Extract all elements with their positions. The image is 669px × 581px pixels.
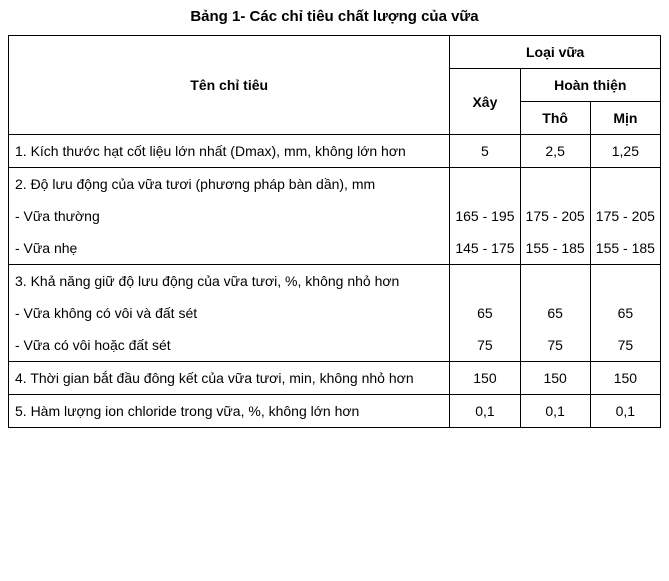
table-row: 3. Khả năng giữ độ lưu động của vữa tươi…	[9, 265, 661, 298]
row-val-tho	[520, 265, 590, 298]
row-val-min	[590, 168, 660, 201]
row-label: 4. Thời gian bắt đầu đông kết của vữa tư…	[9, 362, 450, 395]
row-val-tho: 75	[520, 329, 590, 362]
row-label: 3. Khả năng giữ độ lưu động của vữa tươi…	[9, 265, 450, 298]
table-title: Bảng 1- Các chỉ tiêu chất lượng của vữa	[8, 8, 661, 25]
row-val-tho: 150	[520, 362, 590, 395]
header-xay: Xây	[450, 69, 520, 135]
row-val-xay	[450, 168, 520, 201]
row-label: 1. Kích thước hạt cốt liệu lớn nhất (Dma…	[9, 135, 450, 168]
row-val-min: 75	[590, 329, 660, 362]
row-val-xay: 0,1	[450, 395, 520, 428]
row-label: - Vữa không có vôi và đất sét	[9, 297, 450, 329]
header-hoanthien: Hoàn thiện	[520, 69, 660, 102]
row-label: - Vữa thường	[9, 200, 450, 232]
row-val-xay: 5	[450, 135, 520, 168]
row-label: - Vữa nhẹ	[9, 232, 450, 265]
header-min: Mịn	[590, 102, 660, 135]
row-val-xay: 145 - 175	[450, 232, 520, 265]
quality-table: Tên chỉ tiêu Loại vữa Xây Hoàn thiện Thô…	[8, 35, 661, 428]
row-val-xay: 65	[450, 297, 520, 329]
header-tho: Thô	[520, 102, 590, 135]
table-row: - Vữa có vôi hoặc đất sét 75 75 75	[9, 329, 661, 362]
table-row: - Vữa không có vôi và đất sét 65 65 65	[9, 297, 661, 329]
row-val-min: 155 - 185	[590, 232, 660, 265]
table-row: - Vữa thường 165 - 195 175 - 205 175 - 2…	[9, 200, 661, 232]
row-val-xay: 75	[450, 329, 520, 362]
row-val-min: 65	[590, 297, 660, 329]
row-val-min: 1,25	[590, 135, 660, 168]
row-val-tho: 0,1	[520, 395, 590, 428]
row-val-tho: 2,5	[520, 135, 590, 168]
row-val-tho: 65	[520, 297, 590, 329]
row-val-min: 175 - 205	[590, 200, 660, 232]
table-row: 2. Độ lưu động của vữa tươi (phương pháp…	[9, 168, 661, 201]
row-val-xay: 165 - 195	[450, 200, 520, 232]
table-row: 1. Kích thước hạt cốt liệu lớn nhất (Dma…	[9, 135, 661, 168]
row-val-min: 0,1	[590, 395, 660, 428]
row-label: - Vữa có vôi hoặc đất sét	[9, 329, 450, 362]
row-val-xay: 150	[450, 362, 520, 395]
header-criteria: Tên chỉ tiêu	[9, 36, 450, 135]
row-label: 5. Hàm lượng ion chloride trong vữa, %, …	[9, 395, 450, 428]
row-val-min	[590, 265, 660, 298]
row-val-tho: 155 - 185	[520, 232, 590, 265]
row-val-xay	[450, 265, 520, 298]
row-label: 2. Độ lưu động của vữa tươi (phương pháp…	[9, 168, 450, 201]
table-row: - Vữa nhẹ 145 - 175 155 - 185 155 - 185	[9, 232, 661, 265]
row-val-tho: 175 - 205	[520, 200, 590, 232]
header-group: Loại vữa	[450, 36, 661, 69]
row-val-tho	[520, 168, 590, 201]
table-row: 4. Thời gian bắt đầu đông kết của vữa tư…	[9, 362, 661, 395]
row-val-min: 150	[590, 362, 660, 395]
table-row: 5. Hàm lượng ion chloride trong vữa, %, …	[9, 395, 661, 428]
